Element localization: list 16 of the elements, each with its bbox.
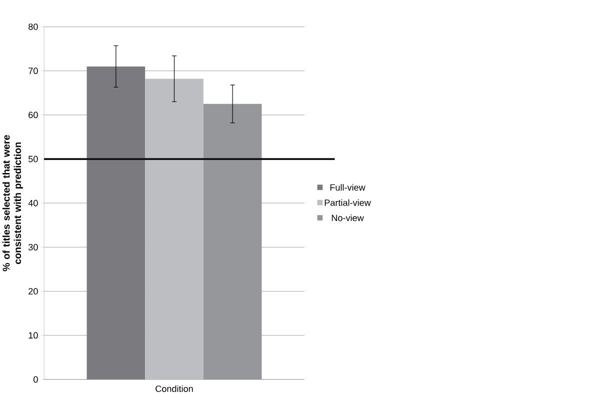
y-tick-label: 30 (28, 244, 38, 250)
legend-label: Partial-view (324, 199, 371, 206)
x-tick-label: Condition (156, 385, 193, 392)
bar (145, 78, 204, 380)
legend-label: Full-view (330, 184, 366, 190)
y-tick-label: 60 (28, 112, 38, 118)
y-tick-label: 20 (28, 288, 38, 294)
legend-label: No-view (332, 214, 364, 221)
y-axis-title: % of titles selected that were consistent with prediction (2, 134, 23, 271)
y-tick-label: 40 (28, 200, 38, 206)
y-tick-label: 0 (34, 376, 38, 382)
y-tick-label: 70 (28, 67, 38, 74)
bar (86, 66, 146, 380)
y-tick-label: 80 (28, 23, 38, 30)
y-tick-label: 50 (28, 156, 38, 162)
y-tick-label: 10 (28, 332, 38, 338)
